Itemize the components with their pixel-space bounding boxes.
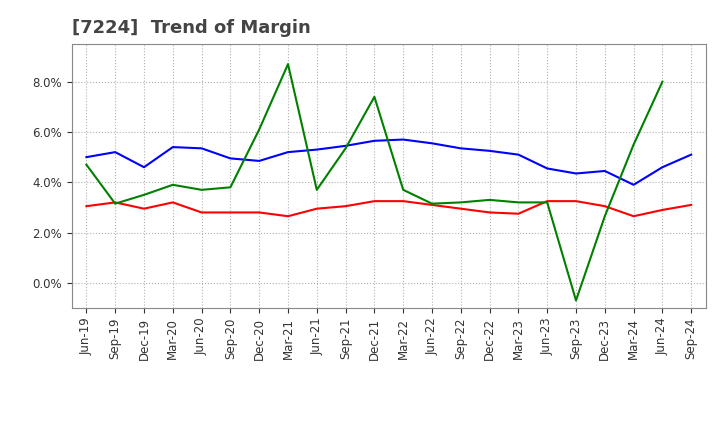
Operating Cashflow	[485, 197, 494, 202]
Operating Cashflow	[428, 201, 436, 206]
Operating Cashflow	[514, 200, 523, 205]
Ordinary Income	[543, 166, 552, 171]
Ordinary Income	[197, 146, 206, 151]
Operating Cashflow	[629, 142, 638, 147]
Operating Cashflow	[543, 200, 552, 205]
Net Income	[341, 204, 350, 209]
Ordinary Income	[399, 137, 408, 142]
Ordinary Income	[255, 158, 264, 164]
Net Income	[399, 198, 408, 204]
Ordinary Income	[370, 138, 379, 143]
Operating Cashflow	[600, 213, 609, 219]
Operating Cashflow	[140, 192, 148, 198]
Operating Cashflow	[226, 185, 235, 190]
Ordinary Income	[82, 154, 91, 160]
Net Income	[255, 210, 264, 215]
Net Income	[197, 210, 206, 215]
Net Income	[572, 198, 580, 204]
Net Income	[543, 198, 552, 204]
Ordinary Income	[140, 165, 148, 170]
Line: Ordinary Income: Ordinary Income	[86, 139, 691, 185]
Operating Cashflow	[341, 146, 350, 151]
Net Income	[111, 200, 120, 205]
Ordinary Income	[572, 171, 580, 176]
Ordinary Income	[111, 150, 120, 155]
Ordinary Income	[341, 143, 350, 148]
Net Income	[168, 200, 177, 205]
Net Income	[600, 204, 609, 209]
Operating Cashflow	[284, 62, 292, 67]
Ordinary Income	[312, 147, 321, 152]
Operating Cashflow	[456, 200, 465, 205]
Ordinary Income	[168, 144, 177, 150]
Operating Cashflow	[168, 182, 177, 187]
Ordinary Income	[485, 148, 494, 154]
Line: Operating Cashflow: Operating Cashflow	[86, 64, 662, 301]
Ordinary Income	[687, 152, 696, 157]
Operating Cashflow	[658, 79, 667, 84]
Net Income	[514, 211, 523, 216]
Ordinary Income	[428, 141, 436, 146]
Net Income	[312, 206, 321, 211]
Net Income	[687, 202, 696, 208]
Ordinary Income	[600, 169, 609, 174]
Ordinary Income	[629, 182, 638, 187]
Net Income	[140, 206, 148, 211]
Net Income	[370, 198, 379, 204]
Text: [7224]  Trend of Margin: [7224] Trend of Margin	[72, 19, 311, 37]
Operating Cashflow	[370, 94, 379, 99]
Net Income	[485, 210, 494, 215]
Ordinary Income	[658, 165, 667, 170]
Operating Cashflow	[82, 162, 91, 167]
Net Income	[82, 204, 91, 209]
Net Income	[428, 202, 436, 208]
Ordinary Income	[456, 146, 465, 151]
Net Income	[284, 213, 292, 219]
Net Income	[226, 210, 235, 215]
Operating Cashflow	[111, 201, 120, 206]
Operating Cashflow	[255, 127, 264, 132]
Line: Net Income: Net Income	[86, 201, 691, 216]
Operating Cashflow	[399, 187, 408, 192]
Ordinary Income	[284, 150, 292, 155]
Net Income	[456, 206, 465, 211]
Net Income	[629, 213, 638, 219]
Operating Cashflow	[197, 187, 206, 192]
Net Income	[658, 207, 667, 213]
Ordinary Income	[226, 156, 235, 161]
Ordinary Income	[514, 152, 523, 157]
Operating Cashflow	[312, 187, 321, 192]
Operating Cashflow	[572, 298, 580, 303]
